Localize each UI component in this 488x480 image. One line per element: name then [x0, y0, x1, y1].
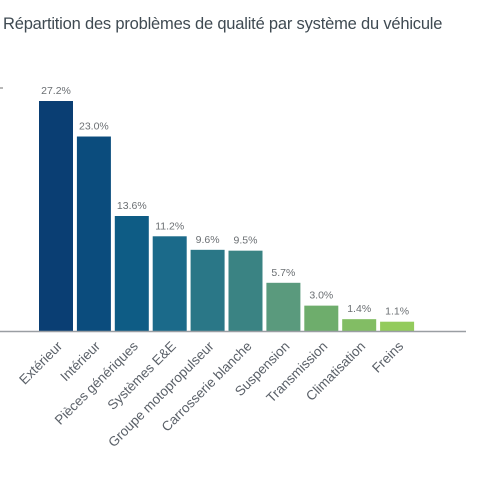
bar-10 [380, 321, 415, 331]
value-label-1: 27.2% [41, 85, 71, 97]
value-label-8: 3.0% [309, 290, 333, 302]
value-label-7: 5.7% [271, 267, 295, 279]
bar-9 [342, 319, 377, 331]
value-label-5: 9.6% [196, 234, 220, 246]
bar-5 [190, 249, 225, 331]
bar-3 [114, 216, 149, 331]
value-label-9: 1.4% [347, 303, 371, 315]
value-label-4: 11.2% [155, 220, 184, 232]
bar-2 [76, 136, 111, 331]
category-label-10: Freins [369, 338, 406, 375]
category-label-1: Extérieur [16, 338, 65, 387]
bar-8 [304, 305, 339, 331]
bar-7 [266, 282, 301, 331]
bar-6 [228, 250, 263, 331]
value-label-2: 23.0% [79, 121, 109, 133]
value-label-10: 1.1% [385, 306, 409, 318]
bar-4 [152, 236, 187, 331]
chart-title: Répartition des problèmes de qualité par… [3, 15, 443, 33]
value-label-3: 13.6% [117, 200, 147, 212]
value-label-6: 9.5% [234, 235, 258, 247]
bar-1 [39, 101, 73, 331]
